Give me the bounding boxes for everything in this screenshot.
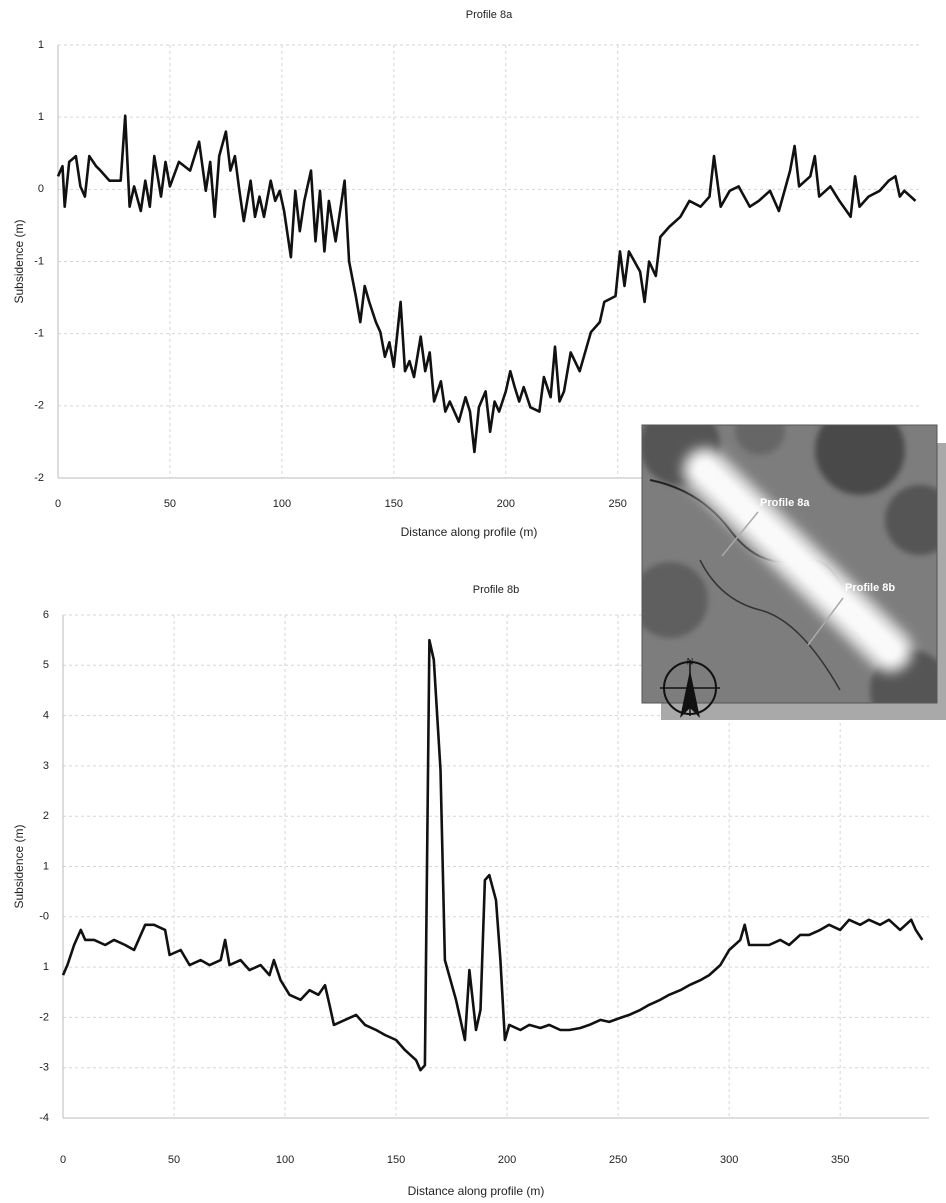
y-tick-label: 1	[43, 961, 49, 973]
y-tick-label: 6	[43, 609, 49, 621]
profile-line	[56, 114, 917, 454]
chart-title: Profile 8b	[473, 584, 519, 596]
y-tick-label: -2	[34, 400, 44, 412]
y-axis-label: Subsidence (m)	[12, 219, 26, 303]
y-tick-label: -1	[34, 255, 44, 267]
y-tick-label: -0	[39, 911, 49, 923]
x-tick-label: 250	[609, 498, 627, 510]
x-tick-label: 200	[497, 498, 515, 510]
x-tick-label: 0	[60, 1154, 66, 1166]
y-tick-label: -4	[39, 1112, 49, 1124]
x-tick-label: 150	[387, 1154, 405, 1166]
y-axis-label: Subsidence (m)	[12, 824, 26, 908]
x-tick-label: 50	[164, 498, 176, 510]
compass-north: N	[687, 656, 694, 666]
y-tick-label: 2	[43, 810, 49, 822]
y-tick-label: -3	[39, 1062, 49, 1074]
chart-title: Profile 8a	[466, 9, 513, 21]
x-tick-label: 100	[273, 498, 291, 510]
x-axis-label: Distance along profile (m)	[401, 525, 538, 539]
x-axis-label: Distance along profile (m)	[408, 1184, 545, 1198]
inset-label: Profile 8b	[845, 582, 895, 594]
y-tick-label: 1	[38, 111, 44, 123]
x-tick-label: 100	[276, 1154, 294, 1166]
x-tick-label: 250	[609, 1154, 627, 1166]
y-tick-label: 0	[38, 183, 44, 195]
inset-map: Profile 8a Profile 8b N	[641, 424, 946, 720]
y-tick-label: 1	[38, 39, 44, 51]
x-tick-label: 50	[168, 1154, 180, 1166]
profile-line	[61, 638, 924, 1072]
inset-image	[642, 425, 937, 703]
x-tick-label: 200	[498, 1154, 516, 1166]
y-tick-label: 3	[43, 760, 49, 772]
y-tick-label: -2	[39, 1011, 49, 1023]
x-tick-label: 300	[720, 1154, 738, 1166]
x-tick-label: 0	[55, 498, 61, 510]
inset-frame	[641, 424, 938, 704]
inset-label: Profile 8a	[760, 497, 810, 509]
y-tick-label: 1	[43, 860, 49, 872]
compass: N	[660, 656, 720, 718]
x-tick-label: 150	[385, 498, 403, 510]
y-tick-label: 4	[43, 710, 49, 722]
y-tick-label: 5	[43, 659, 49, 671]
y-tick-label: -1	[34, 328, 44, 340]
x-tick-label: 350	[831, 1154, 849, 1166]
y-tick-label: -2	[34, 472, 44, 484]
